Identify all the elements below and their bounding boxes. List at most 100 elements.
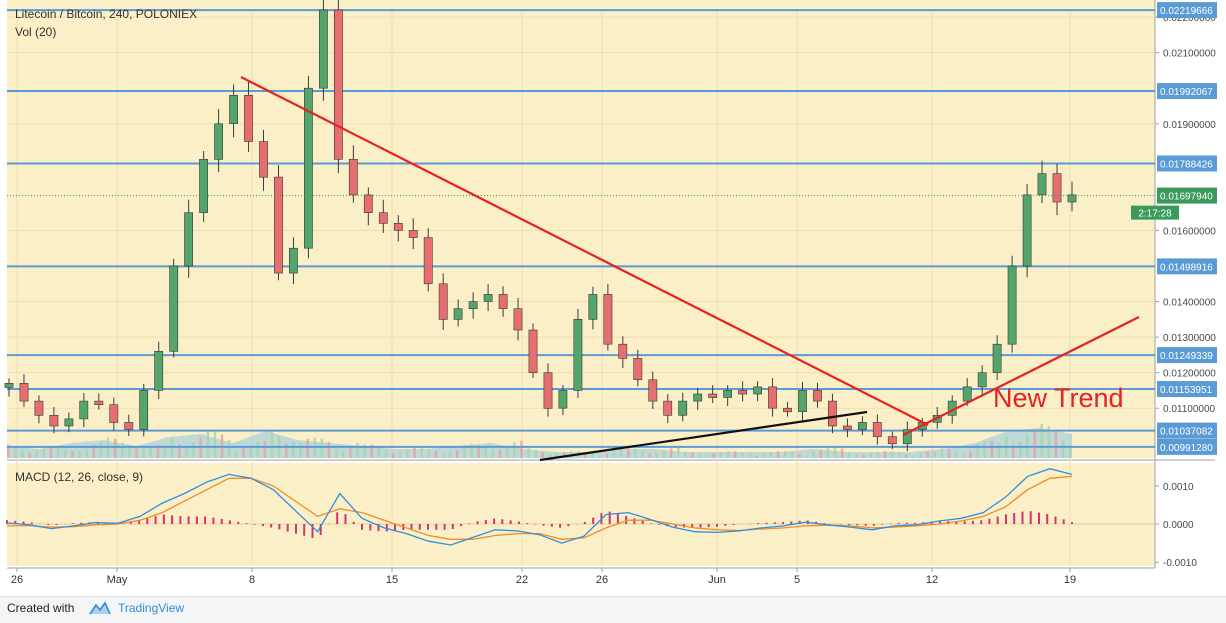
volume-bar <box>370 444 373 458</box>
volume-bar <box>1047 426 1051 458</box>
countdown-label: 2:17:28 <box>1138 209 1172 220</box>
candle-body <box>79 400 89 420</box>
volume-bar <box>548 453 552 458</box>
price-tick-label: 0.01300000 <box>1163 333 1216 344</box>
candle-body <box>94 400 104 406</box>
volume-bar <box>156 444 160 458</box>
candle-body <box>199 159 208 213</box>
volume-bar <box>28 453 31 458</box>
candle-body <box>992 343 1002 373</box>
volume-bar <box>513 442 516 458</box>
candle-body <box>184 212 193 267</box>
volume-bar <box>605 453 609 458</box>
volume-bar <box>149 445 153 458</box>
downtrend-line <box>240 76 929 426</box>
level-price-label: 0.02219666 <box>1160 6 1213 17</box>
trading-chart[interactable]: 0.02200000 0.02100000 0.01900000 0.01600000… <box>0 0 1226 596</box>
candle-body <box>109 404 119 423</box>
candle-body <box>528 329 538 374</box>
volume-bar <box>327 442 331 458</box>
volume-bar <box>905 454 908 458</box>
candle-body <box>169 265 179 352</box>
right-edge <box>1215 0 1226 596</box>
volume-bar <box>35 449 38 458</box>
volume-bar <box>705 454 708 458</box>
tradingview-link[interactable]: TradingView <box>118 601 185 615</box>
volume-bar <box>56 447 60 458</box>
time-tick-label: 26 <box>596 574 608 586</box>
candle-body <box>857 422 867 430</box>
price-tick-label: 0.01900000 <box>1163 120 1216 131</box>
tradingview-logo-icon <box>89 601 111 615</box>
volume-bar <box>648 453 651 458</box>
candle-body <box>49 414 59 427</box>
volume-bar <box>434 451 438 458</box>
volume-bar <box>933 451 937 458</box>
volume-bar <box>92 444 95 458</box>
volume-bar <box>726 451 730 458</box>
volume-bar <box>527 448 530 458</box>
candle-body <box>408 230 418 238</box>
countdown-tag <box>1131 205 1179 220</box>
time-tick-label: 15 <box>386 574 398 586</box>
candle-body <box>1052 173 1062 203</box>
level-price-label: 0.01788426 <box>1160 159 1213 170</box>
volume-bar <box>955 451 958 458</box>
volume-bar <box>399 451 402 458</box>
price-tick-label: 0.01100000 <box>1163 404 1216 415</box>
volume-bar <box>755 455 758 458</box>
volume-bar <box>890 451 894 458</box>
volume-bar <box>21 449 24 458</box>
volume-bar <box>505 445 509 458</box>
volume-bar <box>712 453 716 458</box>
candle-body <box>34 400 44 416</box>
volume-bar <box>840 448 844 458</box>
volume-bar <box>1019 441 1022 458</box>
candle-body <box>214 123 223 160</box>
volume-bar <box>641 450 644 458</box>
new-uptrend-line <box>902 316 1140 436</box>
volume-bar <box>848 453 851 458</box>
volume-bar <box>748 453 751 458</box>
volume-bar <box>270 430 274 458</box>
time-tick-label: 26 <box>11 574 23 586</box>
level-price-label: 0.01992067 <box>1160 87 1213 98</box>
volume-bar <box>391 453 395 458</box>
price-tick-label: 0.01200000 <box>1163 369 1216 380</box>
volume-bar <box>420 447 423 458</box>
volume-bar <box>826 448 830 458</box>
volume-bar <box>798 453 801 458</box>
volume-bar <box>655 452 659 458</box>
candle-body <box>393 223 403 231</box>
candle-body <box>573 318 583 391</box>
candle-body <box>274 176 283 274</box>
candle-body <box>259 141 268 178</box>
candle-body <box>1007 265 1017 345</box>
candle-body <box>468 301 478 310</box>
symbol-title: Litecoin / Bitcoin, 240, POLONIEX <box>15 7 198 21</box>
volume-bar <box>876 451 880 458</box>
volume-bar <box>805 455 808 458</box>
level-price-label: 0.01498916 <box>1160 262 1213 273</box>
candle-body <box>229 95 238 125</box>
volume-bar <box>897 452 901 458</box>
volume-bar <box>334 448 338 458</box>
level-price-tag <box>1157 258 1217 275</box>
candle-body <box>753 386 762 395</box>
volume-bar <box>470 444 473 458</box>
price-tick-label: 0.02200000 <box>1163 13 1216 24</box>
volume-bar <box>448 452 452 458</box>
volume-bar <box>698 454 701 458</box>
volume-bar <box>855 454 858 458</box>
candle-body <box>738 390 747 395</box>
candle-body <box>783 407 792 413</box>
candle-body <box>483 294 493 302</box>
candle-body <box>603 294 613 345</box>
candle-body <box>139 390 149 430</box>
volume-bar <box>113 439 117 458</box>
volume-bar <box>627 447 630 458</box>
candle-body <box>588 294 598 320</box>
volume-bar <box>49 448 53 458</box>
candle-body <box>648 379 658 402</box>
volume-bar <box>940 448 944 458</box>
